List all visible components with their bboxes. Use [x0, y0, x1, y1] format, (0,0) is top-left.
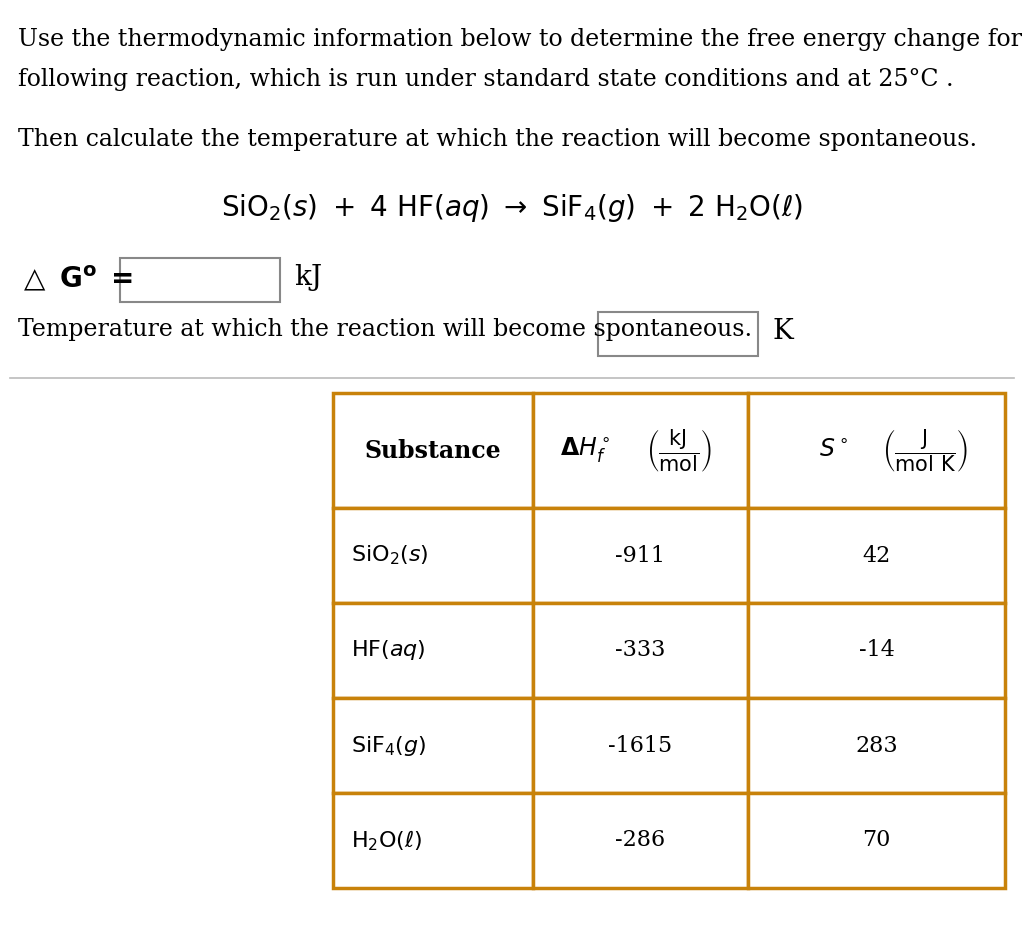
- Text: $\mathbf{\Delta} H_f^\circ$: $\mathbf{\Delta} H_f^\circ$: [560, 436, 610, 465]
- Text: -1615: -1615: [608, 734, 673, 757]
- Text: -911: -911: [615, 545, 666, 566]
- Bar: [120, 258, 280, 302]
- Bar: [534, 393, 748, 508]
- Text: following reaction, which is run under standard state conditions and at 25°C .: following reaction, which is run under s…: [18, 68, 953, 91]
- Bar: [333, 698, 534, 793]
- Text: $\mathbf{\triangle}\ \mathbf{G^o}\ \mathbf{=}$: $\mathbf{\triangle}\ \mathbf{G^o}\ \math…: [18, 264, 133, 294]
- Text: $\left(\dfrac{\mathrm{kJ}}{\mathrm{mol}}\right)$: $\left(\dfrac{\mathrm{kJ}}{\mathrm{mol}}…: [645, 427, 711, 474]
- Text: 283: 283: [855, 734, 898, 757]
- Bar: [748, 603, 1005, 698]
- Text: Temperature at which the reaction will become spontaneous.: Temperature at which the reaction will b…: [18, 318, 752, 341]
- Bar: [748, 508, 1005, 603]
- Text: -286: -286: [615, 829, 666, 852]
- Text: 70: 70: [862, 829, 891, 852]
- Bar: [748, 393, 1005, 508]
- Bar: [534, 793, 748, 888]
- Text: Use the thermodynamic information below to determine the free energy change for : Use the thermodynamic information below …: [18, 28, 1024, 51]
- Text: $S^\circ$: $S^\circ$: [819, 439, 849, 462]
- Text: $\mathrm{SiO_2}(\mathit{s})\ +\ 4\ \mathrm{HF}(\mathit{aq})\ \rightarrow\ \mathr: $\mathrm{SiO_2}(\mathit{s})\ +\ 4\ \math…: [221, 192, 803, 224]
- Text: K: K: [772, 318, 793, 345]
- Bar: [748, 698, 1005, 793]
- Text: $\mathrm{SiF_4}(\mathit{g})$: $\mathrm{SiF_4}(\mathit{g})$: [351, 733, 426, 758]
- Text: $\mathrm{SiO_2}(\mathit{s})$: $\mathrm{SiO_2}(\mathit{s})$: [351, 544, 429, 567]
- Text: -14: -14: [858, 639, 894, 661]
- Bar: [534, 698, 748, 793]
- Bar: [534, 603, 748, 698]
- Text: -333: -333: [615, 639, 666, 661]
- Text: Then calculate the temperature at which the reaction will become spontaneous.: Then calculate the temperature at which …: [18, 128, 977, 151]
- Bar: [333, 508, 534, 603]
- Bar: [598, 312, 758, 356]
- Text: $\mathrm{HF}(\mathit{aq})$: $\mathrm{HF}(\mathit{aq})$: [351, 639, 426, 663]
- Text: Substance: Substance: [365, 439, 502, 463]
- Bar: [748, 793, 1005, 888]
- Text: $\left(\dfrac{\mathrm{J}}{\mathrm{mol\ K}}\right)$: $\left(\dfrac{\mathrm{J}}{\mathrm{mol\ K…: [882, 427, 968, 474]
- Text: 42: 42: [862, 545, 891, 566]
- Text: kJ: kJ: [294, 264, 323, 291]
- Bar: [333, 393, 534, 508]
- Bar: [333, 793, 534, 888]
- Bar: [333, 603, 534, 698]
- Bar: [534, 508, 748, 603]
- Text: $\mathrm{H_2O}(\ell)$: $\mathrm{H_2O}(\ell)$: [351, 828, 423, 853]
